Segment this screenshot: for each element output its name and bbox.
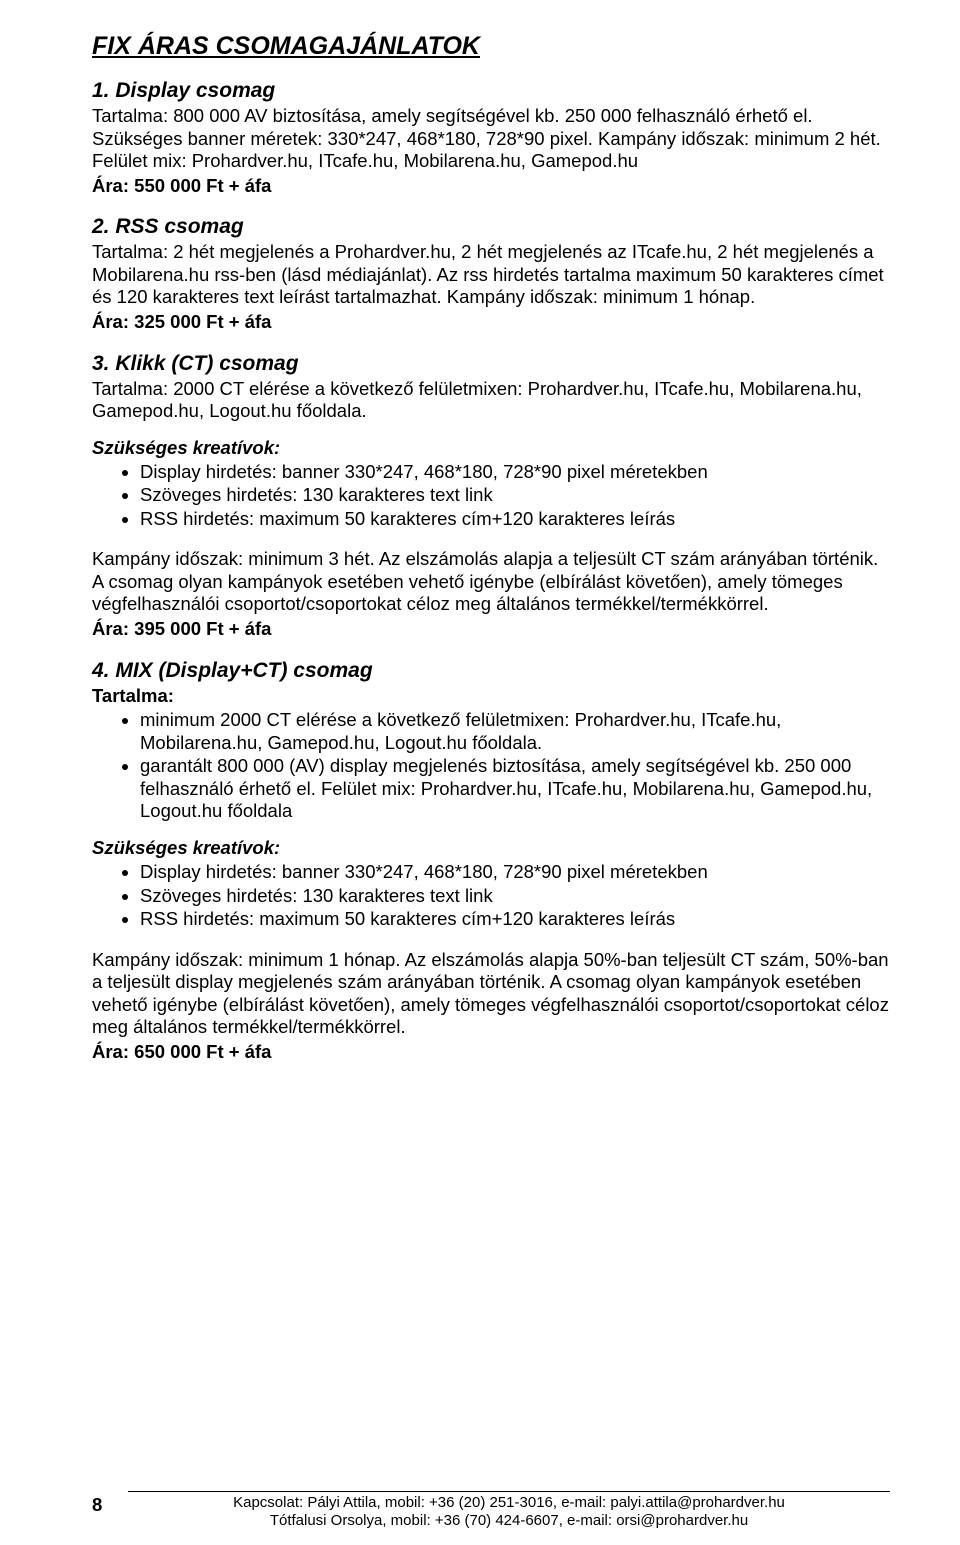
section-3-heading: 3. Klikk (CT) csomag xyxy=(92,352,890,376)
list-item: Display hirdetés: banner 330*247, 468*18… xyxy=(140,461,890,484)
list-item: RSS hirdetés: maximum 50 karakteres cím+… xyxy=(140,908,890,931)
list-item: RSS hirdetés: maximum 50 karakteres cím+… xyxy=(140,508,890,531)
section-2-heading: 2. RSS csomag xyxy=(92,215,890,239)
section-1-heading: 1. Display csomag xyxy=(92,79,890,103)
section-3-creatives-label: Szükséges kreatívok: xyxy=(92,437,890,459)
section-1-text: Tartalma: 800 000 AV biztosítása, amely … xyxy=(92,105,890,173)
section-2-text: Tartalma: 2 hét megjelenés a Prohardver.… xyxy=(92,241,890,309)
list-item: minimum 2000 CT elérése a következő felü… xyxy=(140,709,890,754)
document-page: FIX ÁRAS CSOMAGAJÁNLATOK 1. Display csom… xyxy=(0,0,960,1545)
list-item: garantált 800 000 (AV) display megjelené… xyxy=(140,755,890,823)
section-4-price: Ára: 650 000 Ft + áfa xyxy=(92,1041,890,1064)
footer-contact-line-2: Tótfalusi Orsolya, mobil: +36 (70) 424-6… xyxy=(128,1512,890,1531)
footer-divider xyxy=(128,1491,890,1492)
section-4-creatives-label: Szükséges kreatívok: xyxy=(92,837,890,859)
section-2-price: Ára: 325 000 Ft + áfa xyxy=(92,311,890,334)
footer-contact: Kapcsolat: Pályi Attila, mobil: +36 (20)… xyxy=(128,1494,890,1532)
page-number: 8 xyxy=(92,1494,128,1516)
section-4-heading: 4. MIX (Display+CT) csomag xyxy=(92,659,890,683)
section-3-price: Ára: 395 000 Ft + áfa xyxy=(92,618,890,641)
page-title: FIX ÁRAS CSOMAGAJÁNLATOK xyxy=(92,32,890,61)
section-4-text-2: Kampány időszak: minimum 1 hónap. Az els… xyxy=(92,949,890,1039)
page-footer: 8 Kapcsolat: Pályi Attila, mobil: +36 (2… xyxy=(0,1491,960,1532)
section-4-tartalma-label: Tartalma: xyxy=(92,685,890,708)
section-1-price: Ára: 550 000 Ft + áfa xyxy=(92,175,890,198)
footer-contact-line-1: Kapcsolat: Pályi Attila, mobil: +36 (20)… xyxy=(128,1494,890,1513)
section-3-creatives-list: Display hirdetés: banner 330*247, 468*18… xyxy=(92,461,890,531)
section-4-tartalma-list: minimum 2000 CT elérése a következő felü… xyxy=(92,709,890,823)
section-3-text-2: Kampány időszak: minimum 3 hét. Az elszá… xyxy=(92,548,890,616)
list-item: Szöveges hirdetés: 130 karakteres text l… xyxy=(140,484,890,507)
list-item: Display hirdetés: banner 330*247, 468*18… xyxy=(140,861,890,884)
section-3-text-1: Tartalma: 2000 CT elérése a következő fe… xyxy=(92,378,890,423)
list-item: Szöveges hirdetés: 130 karakteres text l… xyxy=(140,885,890,908)
section-4-creatives-list: Display hirdetés: banner 330*247, 468*18… xyxy=(92,861,890,931)
